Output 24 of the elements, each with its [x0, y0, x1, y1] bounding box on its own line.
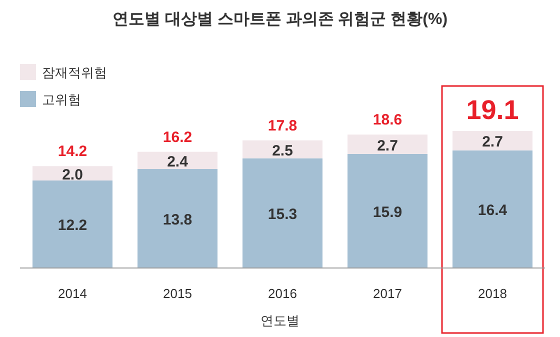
x-tick-label: 2014 [58, 286, 87, 301]
data-label: 2.4 [167, 153, 189, 170]
data-label: 12.2 [58, 217, 88, 234]
data-label: 15.3 [268, 206, 298, 224]
data-label: 13.8 [162, 212, 192, 229]
data-label: 2.7 [377, 137, 398, 154]
data-label: 2.0 [62, 166, 83, 184]
data-label: 2.5 [272, 142, 293, 160]
title: 연도별 대상별 스마트폰 과의존 위험군 현황(%) [112, 11, 448, 28]
x-tick-label: 2015 [163, 286, 192, 301]
x-axis-title: 연도별 [260, 313, 300, 328]
total-label: 17.8 [268, 117, 298, 134]
total-label: 14.2 [58, 143, 88, 160]
data-label: 16.4 [478, 202, 508, 220]
data-label: 15.9 [372, 204, 402, 221]
data-label: 2.7 [482, 134, 503, 151]
legend-label: 잠재적위험 [42, 65, 107, 80]
legend-label: 고위험 [42, 92, 81, 107]
total-label: 19.1 [466, 95, 519, 125]
x-tick-label: 2016 [268, 286, 297, 301]
total-label: 18.6 [372, 112, 402, 129]
x-tick-label: 2017 [373, 286, 402, 301]
total-label: 16.2 [162, 128, 192, 146]
x-tick-label: 2018 [478, 286, 507, 301]
